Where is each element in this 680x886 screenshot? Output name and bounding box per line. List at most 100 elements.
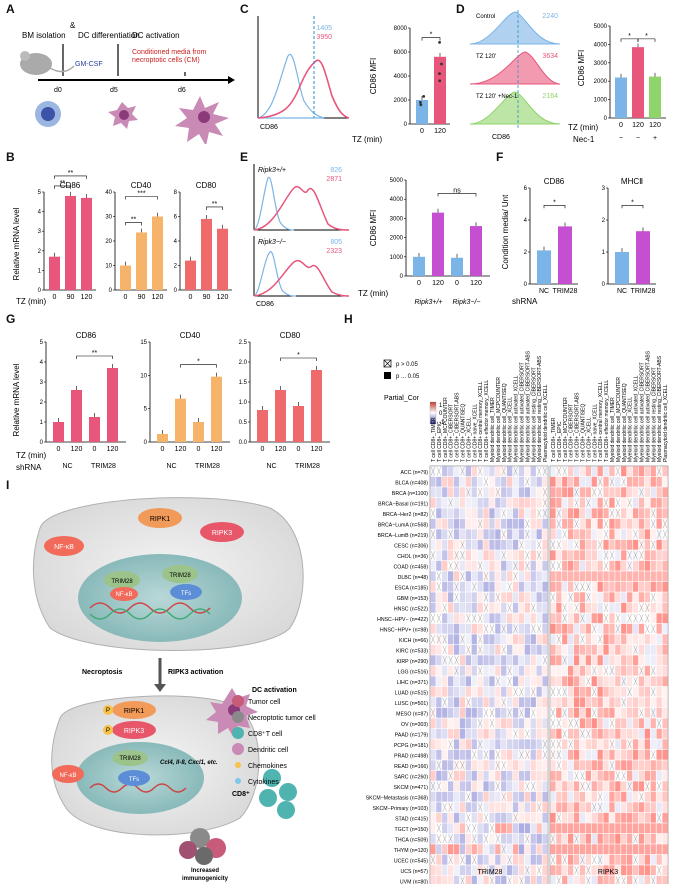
heatmap-cell: [639, 592, 644, 602]
heatmap-row-label: COAD (n=458): [394, 564, 429, 570]
heatmap-cell: [454, 519, 459, 529]
heatmap-cell: [460, 487, 465, 497]
heatmap-cell: [513, 540, 518, 550]
panel-f-1-title: MHCⅡ: [621, 177, 643, 186]
heatmap-cell: [501, 582, 506, 592]
heatmap-cell: [621, 823, 626, 833]
heatmap-cell: [436, 718, 441, 728]
heatmap-cell: [472, 792, 477, 802]
heatmap-cell: [466, 540, 471, 550]
heatmap-cell: [586, 655, 591, 665]
heatmap-cell: [537, 697, 542, 707]
heatmap-cell: [598, 582, 603, 592]
heatmap-cell: [615, 592, 620, 602]
heatmap-row-label: BLCA (n=408): [395, 480, 428, 486]
heatmap-cell: [651, 487, 656, 497]
heatmap-cell: [489, 697, 494, 707]
heatmap-cell: [574, 508, 579, 518]
panel-h-gene2: RIPK3: [598, 869, 618, 876]
heatmap-cell: [519, 487, 524, 497]
heatmap-cell: [609, 498, 614, 508]
panel-g-cd40-bar: [157, 434, 168, 442]
heatmap-cell: [603, 697, 608, 707]
panel-d-histograms: Control 2240TZ 120' 3634TZ 120' +Nec-1 2164: [470, 10, 560, 128]
heatmap-cell: [556, 865, 561, 875]
heatmap-cell: [662, 760, 667, 770]
panel-c-dot: [438, 72, 441, 75]
heatmap-cell: [460, 592, 465, 602]
heatmap-cell: [556, 571, 561, 581]
heatmap-cell: [430, 771, 435, 781]
heatmap-cell: [633, 487, 638, 497]
heatmap-cell: [662, 834, 667, 844]
heatmap-cell: [592, 592, 597, 602]
heatmap-cell: [627, 655, 632, 665]
legend-swatch: [235, 762, 241, 768]
panel-e-bar: [432, 213, 444, 276]
panel-d-xlabel: CD86: [492, 134, 510, 141]
panel-b-cd80-ytick: 6: [174, 215, 178, 221]
heatmap-cell: [627, 802, 632, 812]
heatmap-cell: [472, 739, 477, 749]
heatmap-cell: [460, 519, 465, 529]
heatmap-cell: [592, 834, 597, 844]
heatmap-cell: [639, 760, 644, 770]
heatmap-cell: [531, 498, 536, 508]
heatmap-cell: [478, 508, 483, 518]
heatmap-cell: [460, 844, 465, 854]
heatmap-cell: [531, 697, 536, 707]
heatmap-cell: [495, 739, 500, 749]
heatmap-cell: [542, 865, 547, 875]
heatmap-cell: [586, 666, 591, 676]
heatmap-cell: [436, 876, 441, 884]
heatmap-cell: [556, 771, 561, 781]
legend-item: Necroptotic tumor cell: [248, 715, 316, 722]
heatmap-cell: [454, 739, 459, 749]
heatmap-cell: [550, 487, 555, 497]
panel-g-cd80-xtick: 0: [261, 446, 265, 453]
panel-g-cd86-xtick: 0: [57, 446, 61, 453]
trim28-top-1: TRIM28: [111, 579, 133, 585]
heatmap-cell: [542, 855, 547, 865]
heatmap-cell: [562, 592, 567, 602]
heatmap-cell: [472, 865, 477, 875]
heatmap-cell: [592, 561, 597, 571]
legend-p-gt: p > 0.05: [396, 362, 419, 368]
heatmap-cell: [489, 666, 494, 676]
heatmap-cell: [478, 813, 483, 823]
heatmap-cell: [615, 582, 620, 592]
heatmap-cell: [621, 498, 626, 508]
heatmap-cell: [568, 687, 573, 697]
heatmap-cell: [442, 487, 447, 497]
heatmap-cell: [513, 645, 518, 655]
heatmap-cell: [472, 718, 477, 728]
heatmap-cell: [621, 729, 626, 739]
heatmap-cell: [615, 750, 620, 760]
heatmap-cell: [466, 603, 471, 613]
heatmap-cell: [430, 718, 435, 728]
panel-f-1-bar: [636, 231, 650, 284]
heatmap-cell: [586, 529, 591, 539]
panel-c-ytick: 0: [404, 122, 408, 128]
heatmap-cell: [645, 582, 650, 592]
heatmap-cell: [568, 781, 573, 791]
heatmap-cell: [489, 844, 494, 854]
panel-g-cd40-bar: [211, 377, 222, 442]
heatmap-cell: [580, 508, 585, 518]
heatmap-cell: [531, 855, 536, 865]
heatmap-cell: [519, 697, 524, 707]
heatmap-cell: [478, 582, 483, 592]
heatmap-cell: [483, 771, 488, 781]
panel-b-cd40-ytick: 0: [109, 288, 113, 294]
heatmap-cell: [609, 802, 614, 812]
heatmap-cell: [580, 834, 585, 844]
heatmap-cell: [495, 550, 500, 560]
heatmap-cell: [639, 729, 644, 739]
panel-b-cd86-bar: [49, 257, 60, 290]
heatmap-cell: [562, 634, 567, 644]
heatmap-cell: [495, 540, 500, 550]
heatmap-cell: [603, 760, 608, 770]
heatmap-cell: [448, 634, 453, 644]
heatmap-cell: [501, 592, 506, 602]
heatmap-cell: [489, 498, 494, 508]
